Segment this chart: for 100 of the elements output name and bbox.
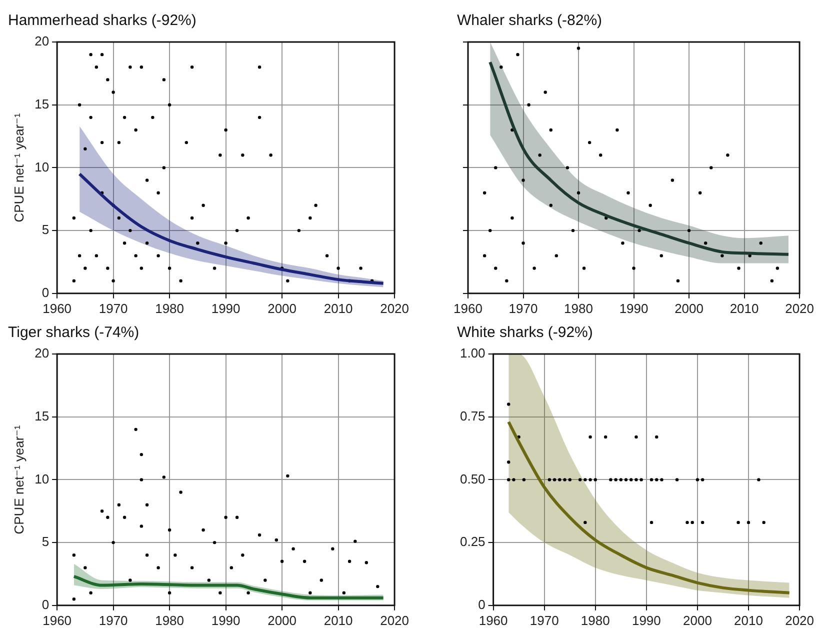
point (609, 478, 612, 482)
point (106, 516, 110, 520)
point (736, 520, 740, 524)
point (626, 191, 630, 194)
point (156, 566, 160, 570)
point (686, 520, 689, 524)
point (616, 128, 619, 132)
line-series (507, 420, 791, 594)
point (179, 490, 182, 494)
point (168, 528, 172, 532)
point (650, 478, 654, 482)
y-tick-label: 0.75 (460, 408, 486, 424)
point (522, 242, 525, 245)
point (544, 90, 547, 94)
point (660, 254, 663, 258)
point (554, 254, 558, 258)
point (507, 478, 510, 482)
x-tick-label: 1960 (478, 612, 508, 628)
y-axis-title: CPUE net⁻¹ year⁻¹ (11, 424, 26, 534)
point (162, 476, 166, 479)
x-tick-label: 1970 (508, 300, 538, 316)
point (482, 191, 486, 194)
point (72, 598, 76, 601)
point (650, 520, 654, 524)
point (190, 566, 194, 570)
point (648, 204, 652, 208)
point (549, 204, 552, 208)
point (757, 478, 760, 482)
y-tick-label: 0 (42, 284, 50, 300)
point (134, 428, 138, 432)
point (726, 154, 730, 157)
y-tick-label: 20 (34, 34, 50, 49)
point (140, 524, 144, 528)
point (505, 279, 508, 282)
point (704, 242, 708, 245)
point (552, 478, 556, 482)
point (634, 435, 638, 439)
x-tick-label: 1990 (211, 612, 240, 628)
point (698, 191, 702, 194)
point (584, 478, 587, 482)
x-tick-label: 2000 (674, 300, 704, 316)
point (720, 254, 724, 258)
point (776, 266, 780, 270)
point (655, 435, 658, 439)
point (700, 478, 704, 482)
point (655, 478, 658, 482)
point (621, 242, 624, 245)
point (331, 547, 334, 550)
point (624, 478, 628, 482)
point (700, 520, 704, 524)
x-tick-label: 2010 (734, 612, 763, 628)
point (676, 279, 680, 282)
point (522, 478, 526, 482)
x-tick-label: 1960 (42, 300, 72, 316)
point (630, 478, 633, 482)
point (258, 533, 262, 537)
point (538, 154, 542, 157)
point (89, 591, 92, 594)
point (675, 478, 679, 482)
x-tick-label: 1990 (619, 300, 648, 316)
x-tick-label: 2000 (268, 612, 297, 628)
point (72, 554, 76, 557)
y-tick-label: 10 (34, 159, 50, 174)
chart-title: Hammerhead sharks (-92%) (8, 12, 196, 30)
point (614, 478, 618, 482)
point (320, 578, 324, 582)
point (762, 520, 766, 524)
x-tick-label: 2020 (785, 300, 814, 316)
point (140, 452, 144, 456)
point (548, 478, 552, 482)
point (100, 510, 104, 513)
point (696, 478, 700, 482)
point (599, 154, 602, 157)
point (230, 566, 234, 570)
point (145, 503, 149, 506)
y-tick-label: 1.00 (460, 346, 486, 361)
point (549, 128, 552, 132)
point (578, 478, 582, 482)
point (212, 540, 216, 544)
point (576, 191, 580, 194)
point (660, 478, 664, 482)
point (582, 266, 586, 270)
point (500, 66, 503, 69)
point (759, 242, 762, 245)
point (202, 528, 205, 532)
x-tick-label: 1970 (530, 612, 559, 628)
point (588, 478, 592, 482)
y-tick-label: 15 (34, 96, 50, 112)
x-tick-label: 2020 (785, 612, 814, 628)
point (302, 560, 306, 564)
point (566, 166, 570, 170)
x-tick-label: 1980 (564, 300, 593, 316)
point (246, 591, 250, 594)
point (510, 216, 514, 220)
point (292, 547, 295, 550)
x-tick-label: 1970 (98, 612, 128, 628)
point (527, 103, 530, 106)
point (638, 228, 641, 232)
chart-title: Whaler sharks (-82%) (457, 12, 602, 30)
x-tick-label: 1980 (580, 612, 610, 628)
